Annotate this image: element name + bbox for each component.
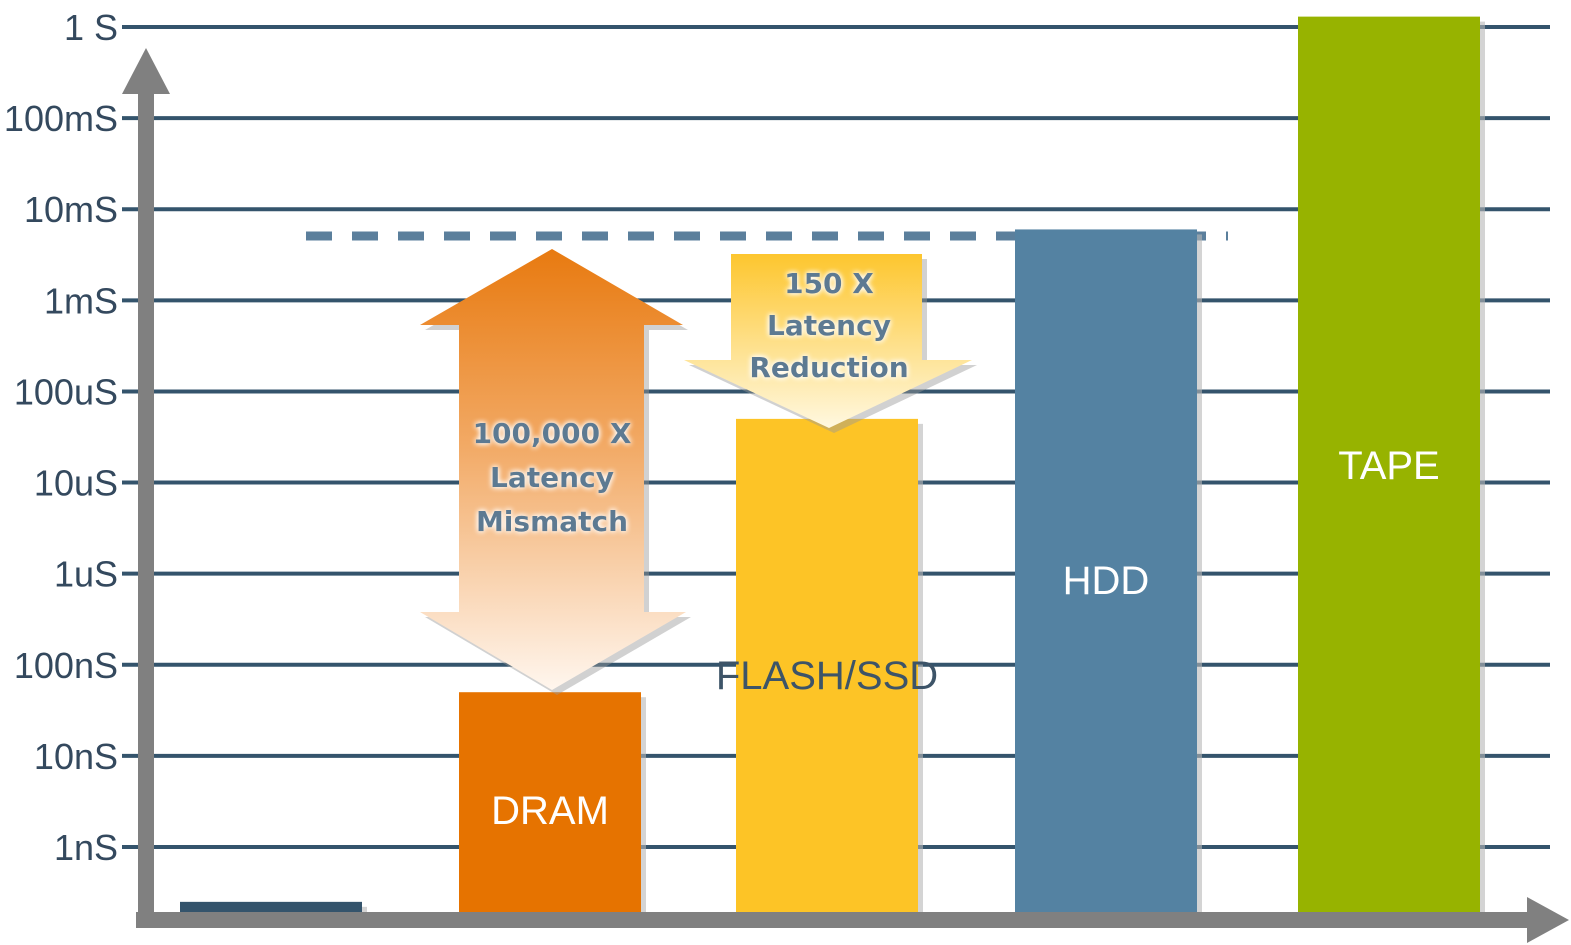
- mismatch-double-arrow: 100,000 X Latency Mismatch: [420, 249, 691, 695]
- reduction-down-arrow: 150 X Latency Reduction: [684, 254, 977, 433]
- bar-label: HDD: [1063, 559, 1150, 603]
- axes: [122, 48, 1569, 943]
- annotation-text: Latency: [490, 461, 614, 494]
- bar: [180, 901, 362, 912]
- y-axis-arrowhead: [122, 48, 170, 94]
- bar-hdd: HDD: [1015, 229, 1202, 917]
- double-arrow: [420, 249, 686, 690]
- bars: CPU DRAM FLASH/SSD HDD TAPE: [180, 16, 1485, 918]
- bar-dram: DRAM: [459, 692, 646, 917]
- bar: [736, 418, 918, 912]
- y-tick-label: 1mS: [44, 280, 118, 321]
- annotation-text: Latency: [767, 309, 891, 342]
- y-tick-label: 1uS: [54, 554, 118, 595]
- y-tick-label: 100uS: [14, 371, 118, 412]
- annotation-text: Reduction: [749, 351, 908, 384]
- bar: [459, 692, 641, 912]
- y-tick-label: 10uS: [34, 463, 118, 504]
- bar-label: FLASH/SSD: [716, 654, 938, 698]
- bar-cpu: CPU: [180, 854, 367, 917]
- bar-label: CPU: [229, 854, 313, 898]
- bar-flash-ssd: FLASH/SSD: [716, 418, 938, 917]
- bar: [1015, 229, 1197, 912]
- annotation-text: 150 X: [784, 267, 874, 300]
- y-axis: [138, 90, 154, 928]
- bar: [1298, 16, 1480, 913]
- y-tick-label: 100nS: [14, 645, 118, 686]
- down-arrow: [684, 254, 972, 428]
- y-tick-label: 1 S: [64, 7, 118, 48]
- y-tick-labels: 1nS 10nS 100nS 1uS 10uS 100uS 1mS 10mS 100mS 1 S: [4, 7, 118, 868]
- annotations: 100,000 X Latency Mismatch 150 X Latency Redu…: [420, 249, 977, 695]
- bar-label: TAPE: [1338, 444, 1440, 488]
- annotation-text: 100,000 X: [473, 417, 632, 450]
- bar-tape: TAPE: [1298, 16, 1485, 918]
- y-tick-label: 1nS: [54, 827, 118, 868]
- x-axis-arrowhead: [1527, 897, 1569, 943]
- bar-label: DRAM: [491, 789, 609, 833]
- x-axis: [136, 912, 1531, 928]
- y-tick-label: 10nS: [34, 736, 118, 777]
- annotation-text: Mismatch: [476, 505, 628, 538]
- y-tick-label: 100mS: [4, 98, 118, 139]
- y-tick-label: 10mS: [24, 189, 118, 230]
